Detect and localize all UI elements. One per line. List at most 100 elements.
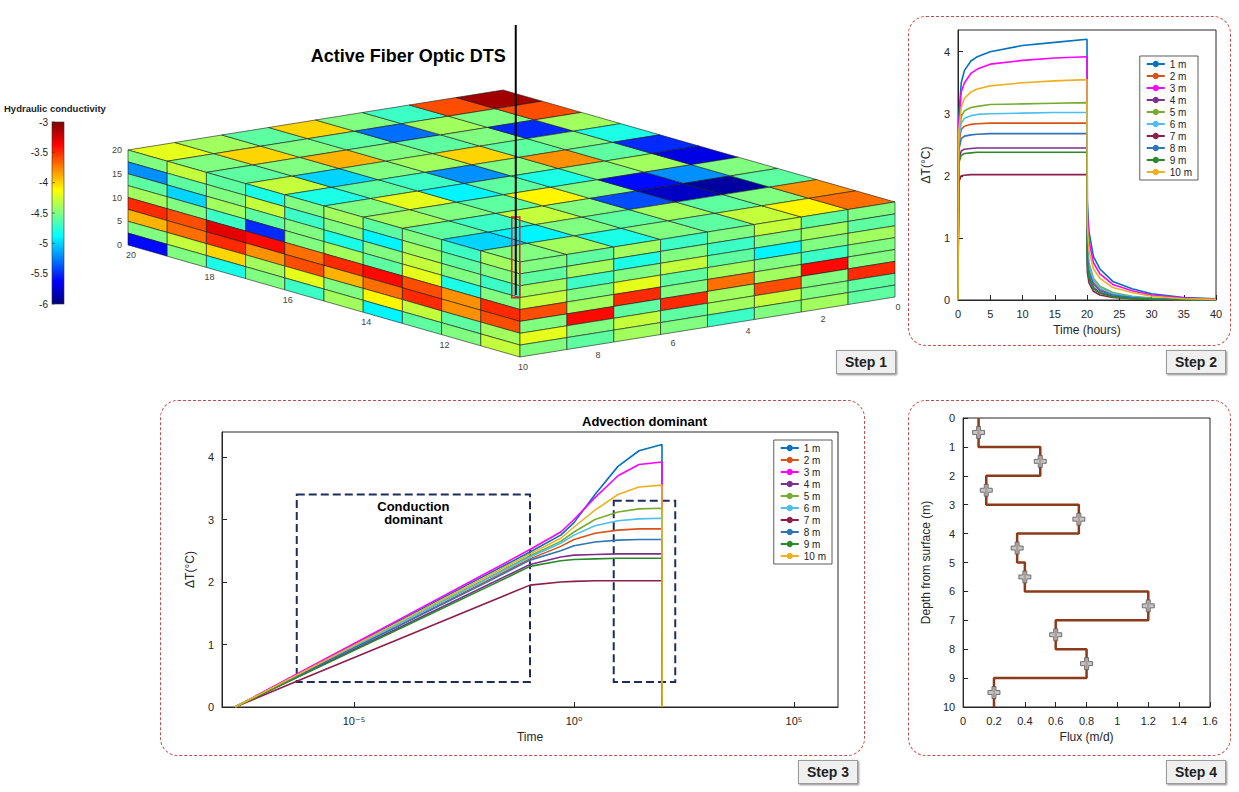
svg-text:6: 6	[949, 585, 955, 597]
svg-text:3: 3	[949, 499, 955, 511]
svg-text:dominant: dominant	[384, 512, 443, 527]
svg-text:10 m: 10 m	[1170, 167, 1192, 178]
svg-text:10⁻⁵: 10⁻⁵	[343, 715, 366, 727]
svg-text:Hydraulic conductivity: Hydraulic conductivity	[4, 103, 107, 114]
svg-text:4 m: 4 m	[1170, 95, 1187, 106]
svg-text:1: 1	[944, 232, 950, 244]
svg-text:-3.5: -3.5	[31, 147, 49, 158]
svg-text:1 m: 1 m	[804, 443, 821, 454]
svg-text:9 m: 9 m	[1170, 155, 1187, 166]
svg-text:2: 2	[949, 470, 955, 482]
svg-text:2: 2	[944, 170, 950, 182]
svg-text:0.4: 0.4	[1017, 715, 1032, 727]
svg-text:35: 35	[1178, 308, 1190, 320]
svg-text:Flux (m/d): Flux (m/d)	[1060, 730, 1114, 744]
svg-text:30: 30	[1145, 308, 1157, 320]
html-text:Step 4: Step 4	[1175, 764, 1217, 780]
html-text:Step 3: Step 3	[807, 764, 849, 780]
svg-text:5 m: 5 m	[804, 491, 821, 502]
svg-text:2 m: 2 m	[1170, 71, 1187, 82]
svg-text:Conduction: Conduction	[377, 498, 450, 514]
html-text:Step 1: Step 1	[845, 354, 887, 370]
svg-text:14: 14	[361, 317, 371, 327]
svg-text:2 m: 2 m	[804, 455, 821, 466]
svg-text:20: 20	[112, 145, 122, 155]
svg-text:8 m: 8 m	[804, 527, 821, 538]
svg-text:9: 9	[949, 672, 955, 684]
svg-text:-5.5: -5.5	[31, 268, 49, 279]
svg-text:1: 1	[1114, 715, 1120, 727]
html-text:Step 2: Step 2	[1175, 354, 1217, 370]
svg-text:8: 8	[949, 643, 955, 655]
svg-text:1: 1	[949, 441, 955, 453]
svg-text:0.8: 0.8	[1079, 715, 1094, 727]
svg-text:18: 18	[204, 272, 214, 282]
svg-text:9 m: 9 m	[804, 539, 821, 550]
svg-text:5: 5	[949, 557, 955, 569]
svg-text:Time: Time	[517, 730, 544, 744]
svg-text:-3: -3	[39, 117, 48, 128]
svg-text:6 m: 6 m	[1170, 119, 1187, 130]
svg-text:3: 3	[944, 108, 950, 120]
svg-text:7 m: 7 m	[1170, 131, 1187, 142]
svg-text:8: 8	[595, 350, 600, 360]
svg-text:10: 10	[518, 362, 528, 372]
svg-text:20: 20	[126, 250, 136, 260]
svg-text:ΔT(°C): ΔT(°C)	[183, 551, 197, 588]
svg-text:Advection dominant: Advection dominant	[582, 414, 708, 429]
svg-text:10⁵: 10⁵	[786, 715, 803, 727]
svg-text:0.2: 0.2	[986, 715, 1001, 727]
svg-text:1 m: 1 m	[1170, 59, 1187, 70]
svg-text:2: 2	[820, 314, 825, 324]
svg-text:4 m: 4 m	[804, 479, 821, 490]
svg-text:40: 40	[1210, 308, 1222, 320]
svg-text:0: 0	[208, 701, 214, 713]
svg-text:5: 5	[987, 308, 993, 320]
svg-text:6: 6	[670, 338, 675, 348]
svg-text:4: 4	[949, 528, 955, 540]
svg-text:ΔT(°C): ΔT(°C)	[919, 147, 933, 184]
svg-text:0: 0	[944, 294, 950, 306]
svg-text:10⁰: 10⁰	[566, 715, 583, 727]
svg-text:1: 1	[208, 639, 214, 651]
svg-text:0: 0	[949, 412, 955, 424]
svg-text:7 m: 7 m	[804, 515, 821, 526]
svg-text:15: 15	[1049, 308, 1061, 320]
svg-text:-6: -6	[39, 299, 48, 310]
svg-text:Time (hours): Time (hours)	[1053, 323, 1121, 337]
svg-text:4: 4	[745, 326, 750, 336]
svg-text:10: 10	[112, 193, 122, 203]
svg-text:10: 10	[943, 701, 955, 713]
svg-text:0: 0	[955, 308, 961, 320]
svg-text:4: 4	[208, 451, 214, 463]
svg-text:6 m: 6 m	[804, 503, 821, 514]
svg-text:0: 0	[960, 715, 966, 727]
svg-text:-5: -5	[39, 238, 48, 249]
svg-text:2: 2	[208, 576, 214, 588]
svg-text:7: 7	[949, 614, 955, 626]
svg-text:16: 16	[283, 295, 293, 305]
svg-text:8 m: 8 m	[1170, 143, 1187, 154]
svg-text:12: 12	[440, 340, 450, 350]
svg-text:4: 4	[944, 46, 950, 58]
svg-text:3: 3	[208, 514, 214, 526]
svg-text:Depth from surface (m): Depth from surface (m)	[919, 501, 933, 624]
svg-text:3 m: 3 m	[1170, 83, 1187, 94]
svg-text:1.6: 1.6	[1202, 715, 1217, 727]
svg-text:1.2: 1.2	[1141, 715, 1156, 727]
svg-text:3 m: 3 m	[804, 467, 821, 478]
svg-text:20: 20	[1081, 308, 1093, 320]
svg-text:10: 10	[1016, 308, 1028, 320]
svg-text:-4: -4	[39, 177, 48, 188]
svg-text:0: 0	[117, 240, 122, 250]
svg-text:0: 0	[895, 302, 900, 312]
svg-text:0.6: 0.6	[1048, 715, 1063, 727]
svg-text:Active Fiber Optic DTS: Active Fiber Optic DTS	[311, 46, 506, 66]
svg-text:5: 5	[117, 216, 122, 226]
svg-text:25: 25	[1113, 308, 1125, 320]
svg-text:-4.5: -4.5	[31, 208, 49, 219]
svg-text:5 m: 5 m	[1170, 107, 1187, 118]
svg-text:1.4: 1.4	[1171, 715, 1186, 727]
svg-text:15: 15	[112, 169, 122, 179]
svg-text:10 m: 10 m	[804, 551, 826, 562]
